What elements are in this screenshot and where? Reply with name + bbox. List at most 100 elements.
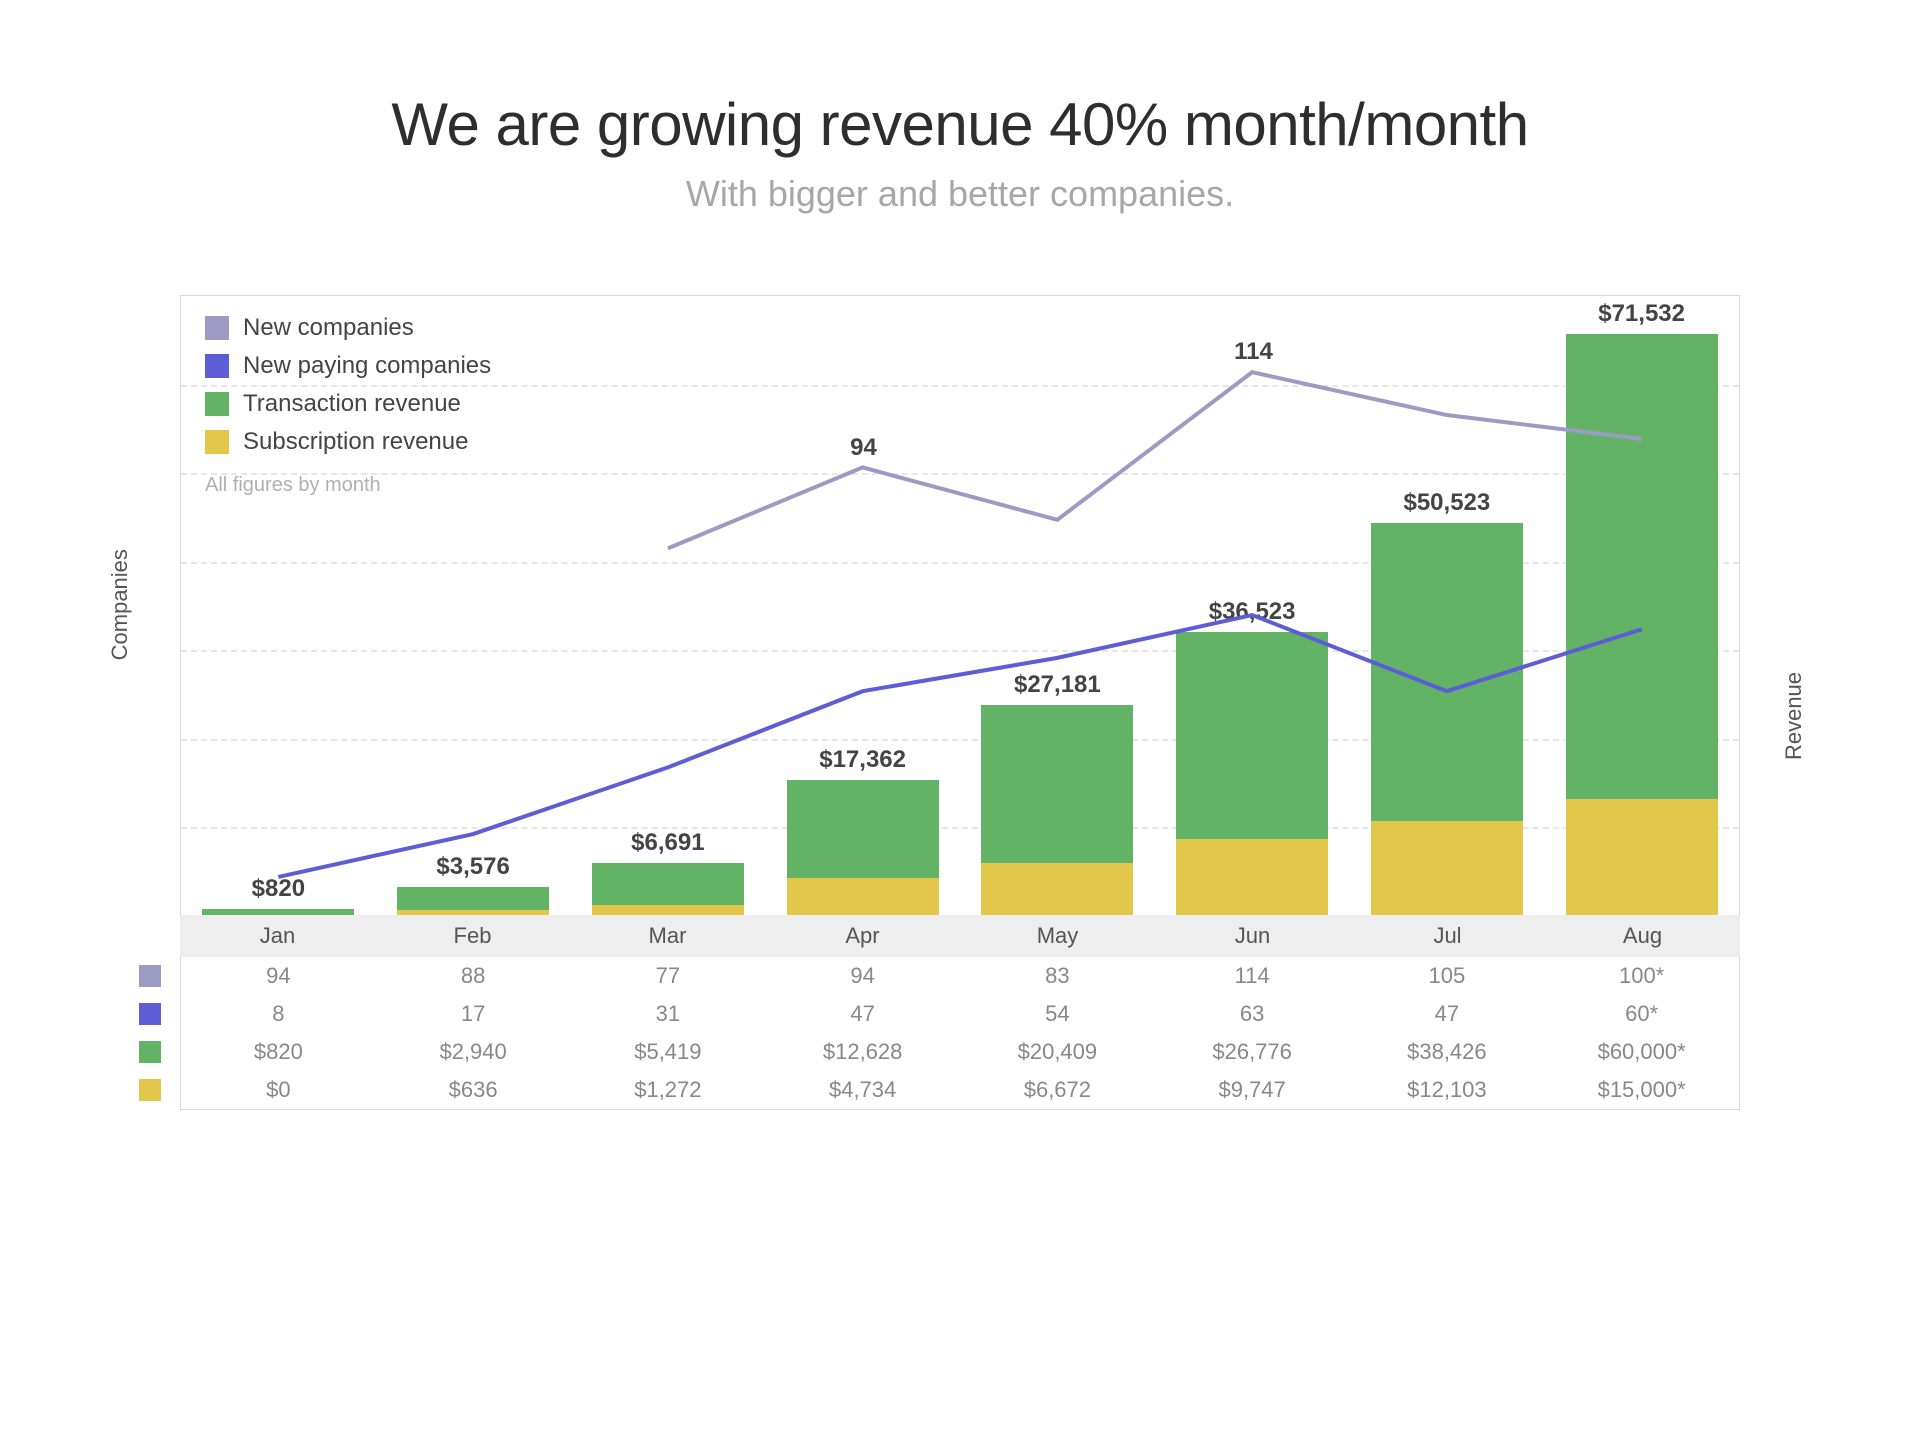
bar-stack: $3,576 (397, 887, 549, 915)
table-cell: $15,000* (1544, 1071, 1739, 1109)
table-cell: 54 (960, 995, 1155, 1033)
table-cell: 17 (376, 995, 571, 1033)
bar-value-label: $6,691 (631, 829, 704, 857)
table-cell: $5,419 (571, 1033, 766, 1071)
bar-column: $50,523 (1350, 296, 1545, 915)
table-cell: 60* (1544, 995, 1739, 1033)
legend-label: Transaction revenue (243, 390, 461, 418)
table-cell: $1,272 (571, 1071, 766, 1109)
table-cell: $820 (181, 1033, 376, 1071)
chart-plot-area: New companies New paying companies Transac… (180, 295, 1740, 915)
table-cell: $0 (181, 1071, 376, 1109)
bar-stack: $27,181 (981, 705, 1133, 915)
legend-item-transaction-revenue: Transaction revenue (205, 390, 491, 418)
table-row-transaction-revenue: $820$2,940$5,419$12,628$20,409$26,776$38… (181, 1033, 1739, 1071)
bar-segment-transaction (592, 863, 744, 905)
bar-stack: $820 (202, 909, 354, 915)
y-axis-right-label: Revenue (1781, 671, 1807, 759)
x-axis-label: Feb (375, 915, 570, 957)
table-cell: $12,628 (765, 1033, 960, 1071)
table-cell: $4,734 (765, 1071, 960, 1109)
table-cell: 114 (1155, 957, 1350, 995)
table-cell: $20,409 (960, 1033, 1155, 1071)
x-axis-label: Jul (1350, 915, 1545, 957)
bar-segment-subscription (1176, 839, 1328, 915)
bar-stack: $50,523 (1371, 523, 1523, 915)
legend-item-new-paying-companies: New paying companies (205, 352, 491, 380)
row-swatch (139, 1041, 161, 1063)
bar-stack: $17,362 (787, 780, 939, 915)
bar-segment-subscription (787, 878, 939, 915)
table-cell: $60,000* (1544, 1033, 1739, 1071)
row-swatch (139, 965, 161, 987)
bar-segment-subscription (592, 905, 744, 915)
bar-value-label: $3,576 (436, 853, 509, 881)
table-cell: 31 (571, 995, 766, 1033)
x-axis-label: May (960, 915, 1155, 957)
table-cell: $2,940 (376, 1033, 571, 1071)
bar-column: $17,362 (765, 296, 960, 915)
bar-value-label: $36,523 (1209, 598, 1296, 626)
line-peak-label: 94 (850, 434, 877, 462)
bar-segment-transaction (202, 909, 354, 915)
line-peak-label: 114 (1234, 338, 1273, 366)
table-cell: 63 (1155, 995, 1350, 1033)
x-axis-label: Mar (570, 915, 765, 957)
legend-label: Subscription revenue (243, 428, 468, 456)
bar-segment-transaction (981, 705, 1133, 863)
bar-value-label: $71,532 (1598, 300, 1685, 328)
y-axis-left-label: Companies (107, 549, 133, 660)
bar-segment-subscription (981, 863, 1133, 915)
table-cell: $26,776 (1155, 1033, 1350, 1071)
table-cell: 105 (1350, 957, 1545, 995)
bar-segment-transaction (1566, 334, 1718, 799)
x-axis-label: Jan (180, 915, 375, 957)
table-row-new-companies: 9488779483114105100* (181, 957, 1739, 995)
legend-swatch (205, 354, 229, 378)
chart-legend: New companies New paying companies Transac… (205, 314, 491, 497)
table-cell: $9,747 (1155, 1071, 1350, 1109)
row-swatch (139, 1079, 161, 1101)
table-cell: $636 (376, 1071, 571, 1109)
bar-stack: $71,532 (1566, 334, 1718, 915)
x-axis-label: Aug (1545, 915, 1740, 957)
legend-item-new-companies: New companies (205, 314, 491, 342)
bar-column: $36,523 (1155, 296, 1350, 915)
data-table: 9488779483114105100*817314754634760*$820… (180, 957, 1740, 1110)
bar-segment-transaction (787, 780, 939, 878)
bar-segment-subscription (1566, 799, 1718, 915)
bar-segment-subscription (1371, 821, 1523, 915)
table-cell: 94 (181, 957, 376, 995)
slide-subtitle: With bigger and better companies. (80, 173, 1840, 215)
bar-stack: $36,523 (1176, 632, 1328, 915)
x-axis-label: Jun (1155, 915, 1350, 957)
table-cell: 94 (765, 957, 960, 995)
legend-item-subscription-revenue: Subscription revenue (205, 428, 491, 456)
table-cell: $38,426 (1350, 1033, 1545, 1071)
table-cell: 47 (1350, 995, 1545, 1033)
bar-value-label: $17,362 (819, 746, 906, 774)
legend-swatch (205, 430, 229, 454)
slide-title: We are growing revenue 40% month/month (80, 90, 1840, 159)
bar-segment-transaction (1176, 632, 1328, 840)
table-cell: 100* (1544, 957, 1739, 995)
bar-column: $27,181 (960, 296, 1155, 915)
legend-note: All figures by month (205, 474, 491, 497)
bar-value-label: $27,181 (1014, 671, 1101, 699)
table-cell: 77 (571, 957, 766, 995)
table-row-subscription-revenue: $0$636$1,272$4,734$6,672$9,747$12,103$15… (181, 1071, 1739, 1109)
legend-swatch (205, 392, 229, 416)
bar-stack: $6,691 (592, 863, 744, 915)
bar-column: $6,691 (571, 296, 766, 915)
bar-value-label: $50,523 (1403, 489, 1490, 517)
row-swatch (139, 1003, 161, 1025)
table-cell: 8 (181, 995, 376, 1033)
legend-label: New paying companies (243, 352, 491, 380)
table-cell: $12,103 (1350, 1071, 1545, 1109)
table-row-new-paying-companies: 817314754634760* (181, 995, 1739, 1033)
table-cell: 47 (765, 995, 960, 1033)
x-axis-header: JanFebMarAprMayJunJulAug (180, 915, 1740, 957)
x-axis-label: Apr (765, 915, 960, 957)
legend-swatch (205, 316, 229, 340)
chart-container: Companies Revenue New companiesNew payin… (180, 295, 1740, 1110)
